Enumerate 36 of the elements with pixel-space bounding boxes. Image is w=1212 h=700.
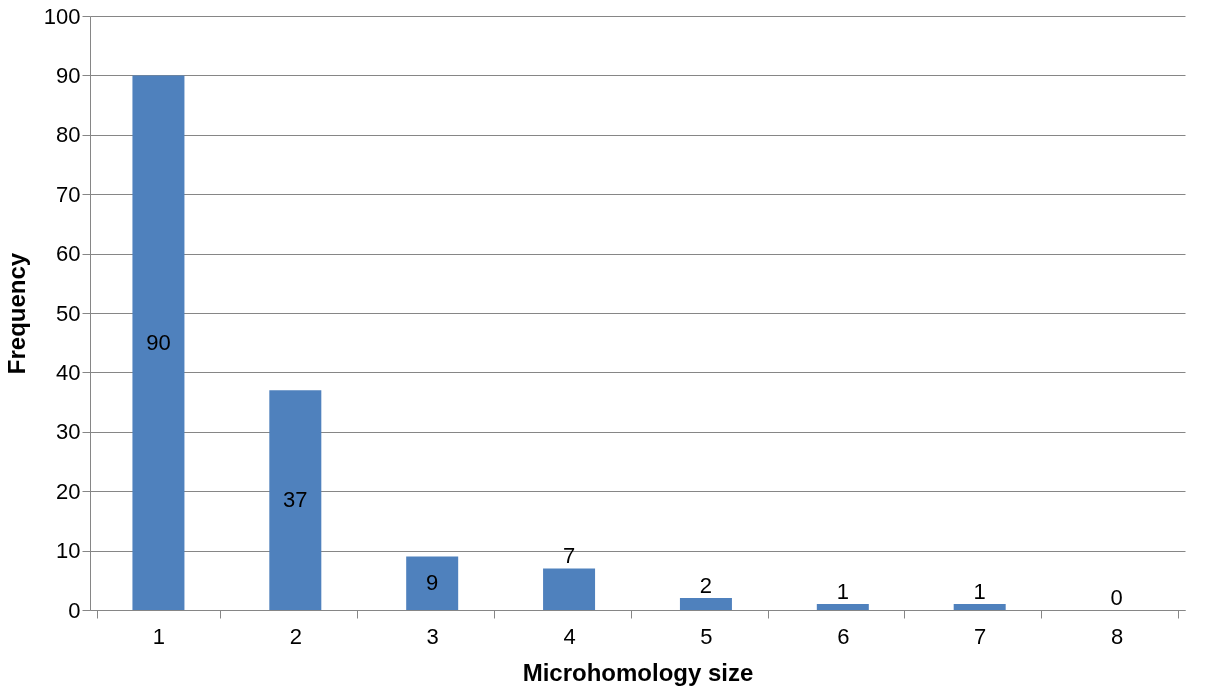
data-label: 1 — [973, 579, 986, 605]
x-tick-label: 2 — [289, 623, 302, 649]
x-tick-label: 3 — [426, 623, 439, 649]
y-tick-label: 100 — [43, 3, 81, 29]
y-tick-label: 70 — [56, 181, 81, 207]
x-tick-label: 5 — [700, 623, 713, 649]
bar — [543, 568, 596, 610]
y-tick-label: 90 — [56, 62, 81, 88]
x-tick-label: 7 — [974, 623, 987, 649]
y-tick-label: 20 — [56, 478, 81, 504]
bar — [816, 604, 869, 610]
x-tick-label: 6 — [837, 623, 850, 649]
x-tick-label: 1 — [152, 623, 166, 649]
y-tick-label: 10 — [56, 538, 81, 564]
y-tick-label: 0 — [68, 597, 81, 623]
data-label: 2 — [699, 573, 713, 599]
y-axis-title: Frequency — [2, 252, 30, 375]
y-tick-label: 40 — [56, 359, 81, 385]
y-tick-label: 80 — [56, 122, 81, 148]
bar — [132, 75, 185, 610]
x-tick-label: 4 — [563, 623, 576, 649]
data-label: 90 — [146, 329, 171, 355]
bar — [406, 556, 459, 610]
x-tick-label: 8 — [1110, 623, 1124, 649]
bar — [953, 604, 1006, 610]
data-label: 1 — [836, 579, 849, 605]
data-label: 7 — [562, 543, 576, 569]
data-label: 0 — [1110, 585, 1123, 610]
y-tick-label: 50 — [56, 300, 81, 326]
x-axis-title: Microhomology size — [522, 658, 754, 686]
y-tick-label: 60 — [56, 241, 81, 267]
bar — [269, 390, 322, 610]
data-label: 37 — [283, 487, 308, 513]
bar — [679, 598, 732, 610]
y-tick-label: 30 — [56, 419, 81, 445]
data-label: 9 — [426, 570, 439, 596]
